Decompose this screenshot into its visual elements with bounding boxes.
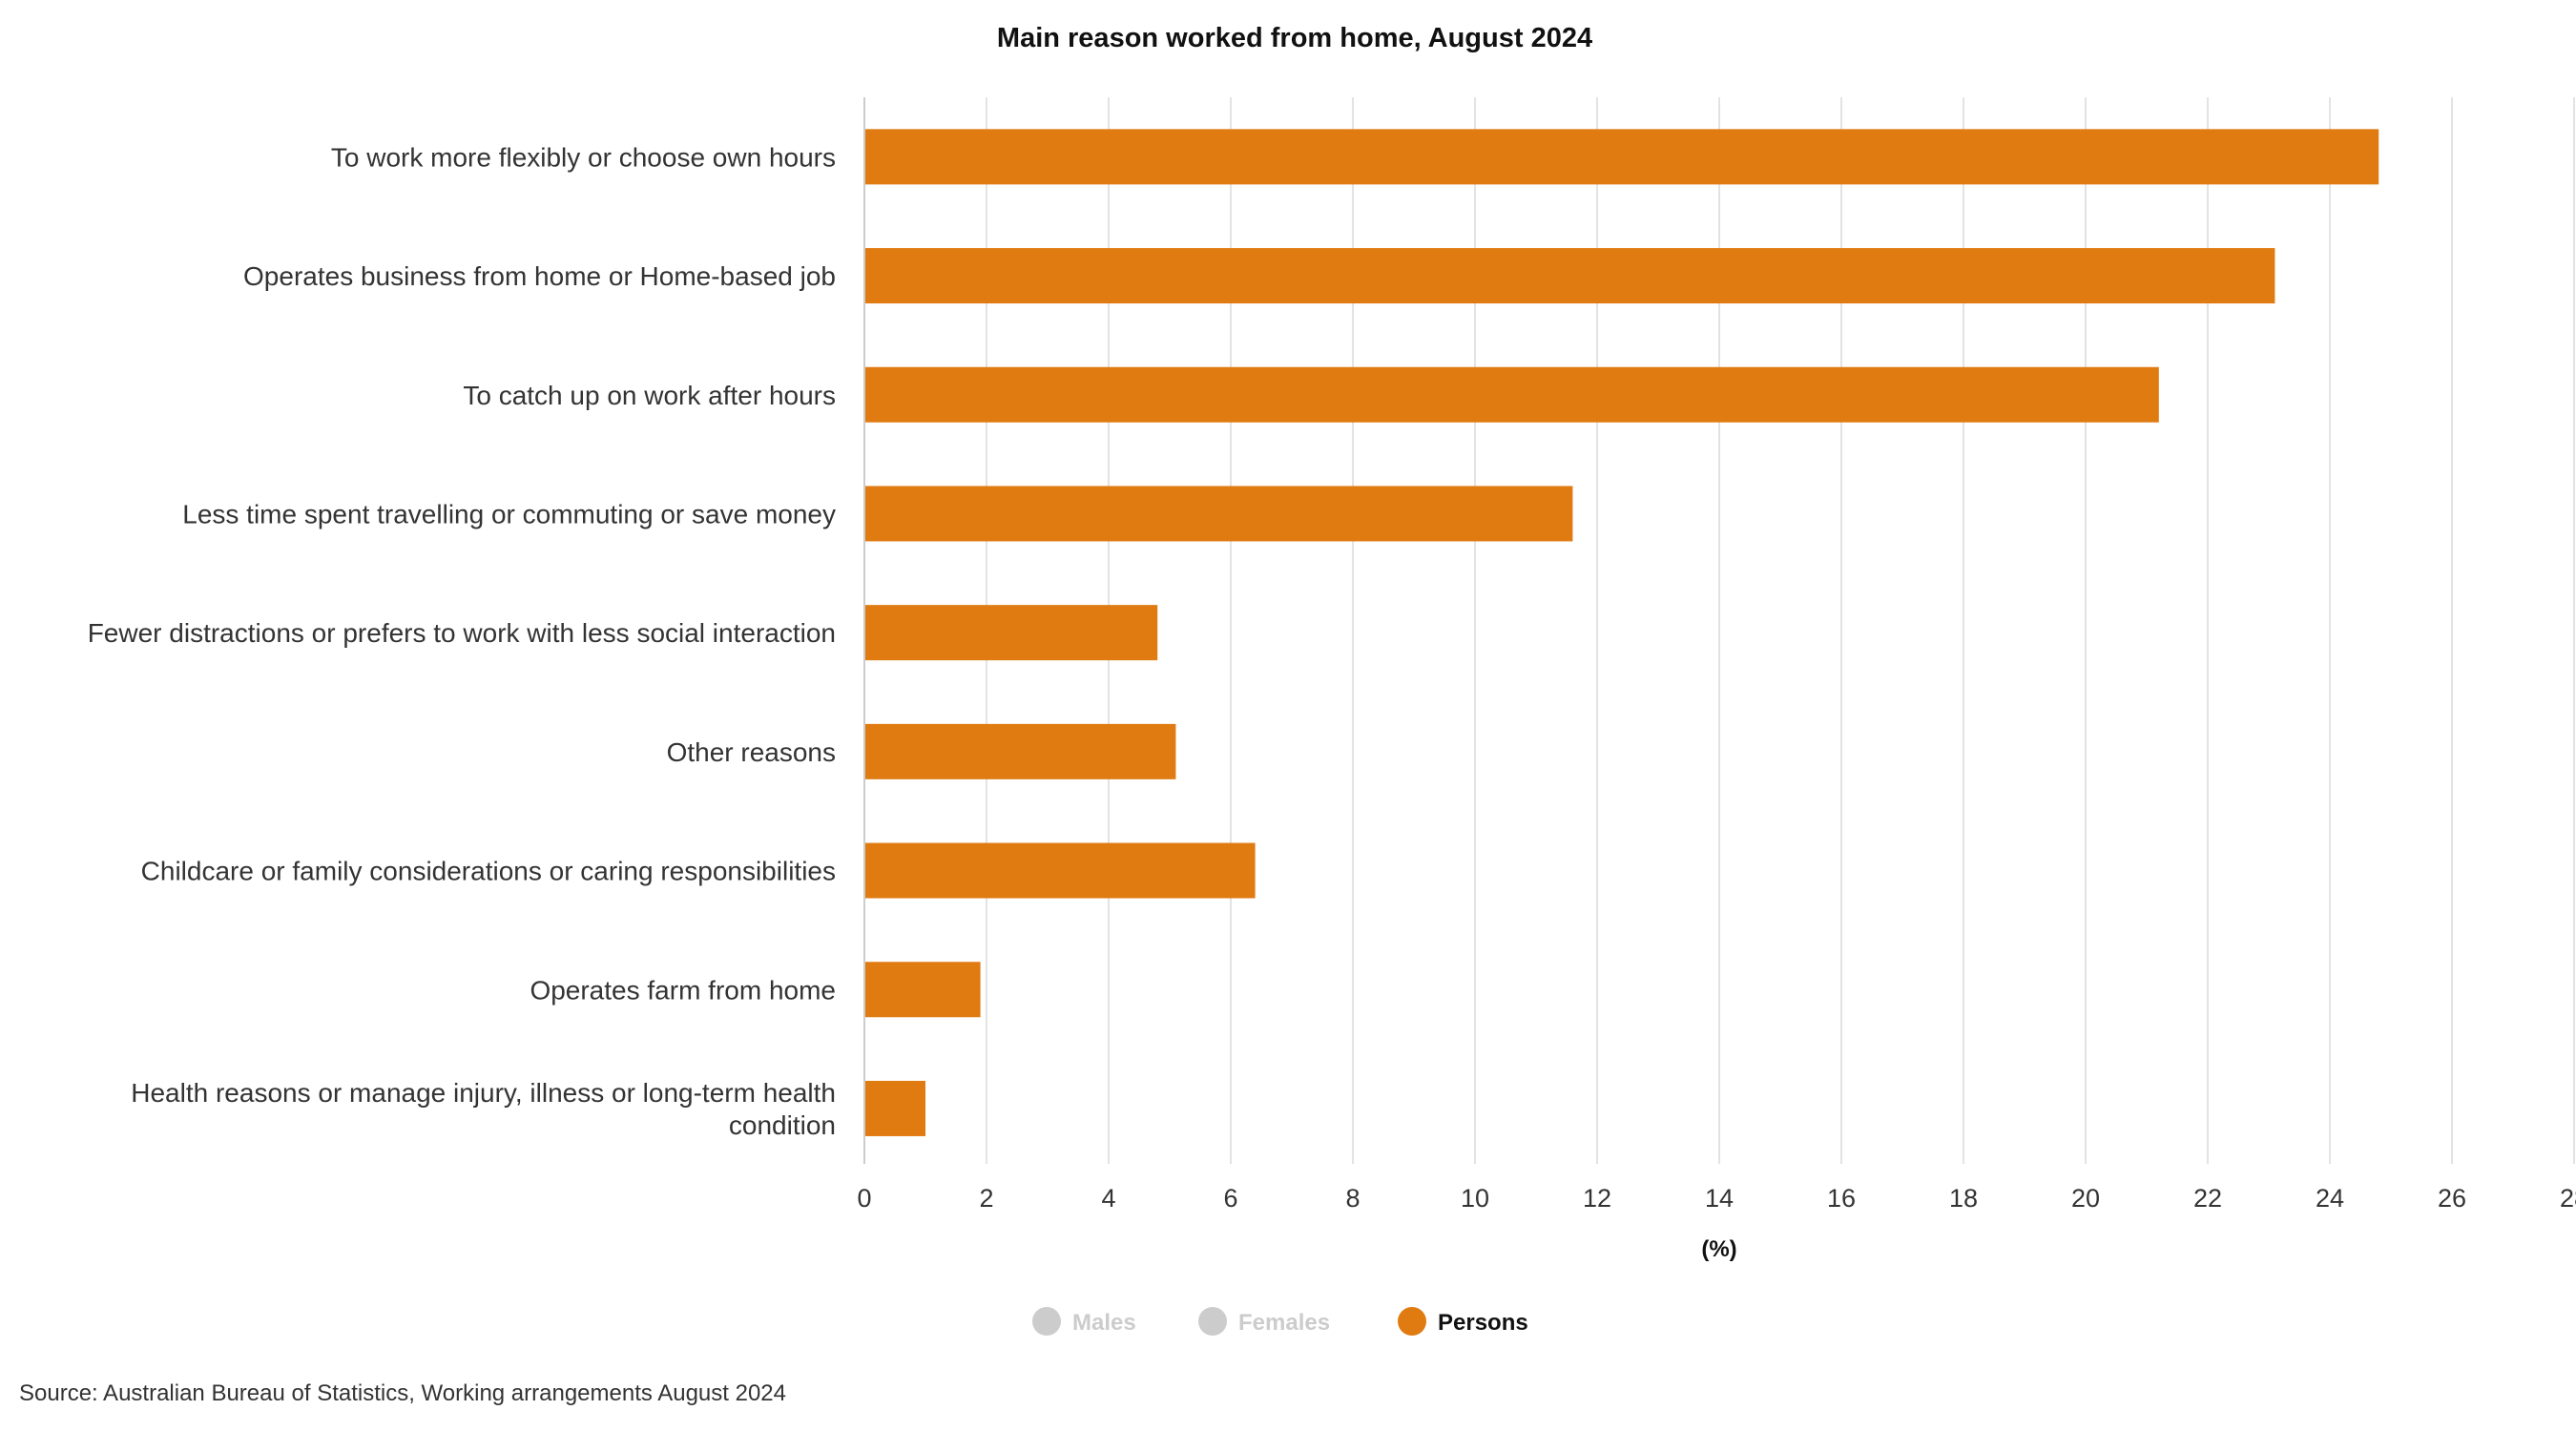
category-labels: To work more flexibly or choose own hour… bbox=[88, 142, 836, 1140]
x-tick-label: 10 bbox=[1461, 1184, 1489, 1213]
x-tick-label: 24 bbox=[2316, 1184, 2344, 1213]
x-tick-label: 2 bbox=[979, 1184, 993, 1213]
category-label: Less time spent travelling or commuting … bbox=[182, 499, 836, 529]
legend-marker-persons[interactable] bbox=[1398, 1307, 1426, 1336]
legend-label-females[interactable]: Females bbox=[1238, 1310, 1330, 1336]
bar[interactable] bbox=[865, 1080, 925, 1136]
x-tick-label: 28 bbox=[2560, 1184, 2576, 1213]
legend-marker-males[interactable] bbox=[1032, 1307, 1061, 1336]
category-label: To catch up on work after hours bbox=[463, 381, 836, 410]
category-label: Childcare or family considerations or ca… bbox=[141, 857, 836, 886]
source-note: Source: Australian Bureau of Statistics,… bbox=[19, 1380, 786, 1406]
bar[interactable] bbox=[865, 605, 1158, 661]
x-tick-label: 20 bbox=[2071, 1184, 2100, 1213]
category-label: Fewer distractions or prefers to work wi… bbox=[88, 618, 836, 648]
category-label: To work more flexibly or choose own hour… bbox=[331, 142, 836, 172]
x-tick-label: 22 bbox=[2193, 1184, 2222, 1213]
legend: Males Females Persons bbox=[1032, 1307, 1528, 1336]
legend-marker-females[interactable] bbox=[1198, 1307, 1227, 1336]
x-tick-label: 8 bbox=[1345, 1184, 1360, 1213]
x-tick-labels: 0246810121416182022242628 bbox=[857, 1184, 2576, 1213]
x-tick-label: 26 bbox=[2438, 1184, 2466, 1213]
bar[interactable] bbox=[865, 129, 2379, 185]
x-tick-label: 4 bbox=[1101, 1184, 1115, 1213]
x-tick-label: 12 bbox=[1583, 1184, 1611, 1213]
x-axis-title: (%) bbox=[1701, 1236, 1736, 1262]
bar[interactable] bbox=[865, 962, 981, 1018]
x-tick-label: 18 bbox=[1949, 1184, 1978, 1213]
bars bbox=[865, 129, 2379, 1136]
category-label: Operates business from home or Home-base… bbox=[243, 261, 836, 291]
x-tick-label: 16 bbox=[1827, 1184, 1856, 1213]
category-label: Other reasons bbox=[667, 737, 836, 767]
bar[interactable] bbox=[865, 366, 2159, 423]
x-tick-label: 0 bbox=[857, 1184, 871, 1213]
category-label: Operates farm from home bbox=[530, 975, 836, 1005]
legend-label-persons[interactable]: Persons bbox=[1438, 1310, 1528, 1336]
category-label: Health reasons or manage injury, illness… bbox=[131, 1078, 836, 1140]
bar[interactable] bbox=[865, 486, 1573, 542]
x-tick-label: 6 bbox=[1223, 1184, 1237, 1213]
chart-title: Main reason worked from home, August 202… bbox=[997, 23, 1592, 53]
bar[interactable] bbox=[865, 842, 1256, 899]
bar[interactable] bbox=[865, 723, 1176, 779]
x-tick-label: 14 bbox=[1705, 1184, 1734, 1213]
bar[interactable] bbox=[865, 248, 2275, 304]
legend-label-males[interactable]: Males bbox=[1072, 1310, 1136, 1336]
